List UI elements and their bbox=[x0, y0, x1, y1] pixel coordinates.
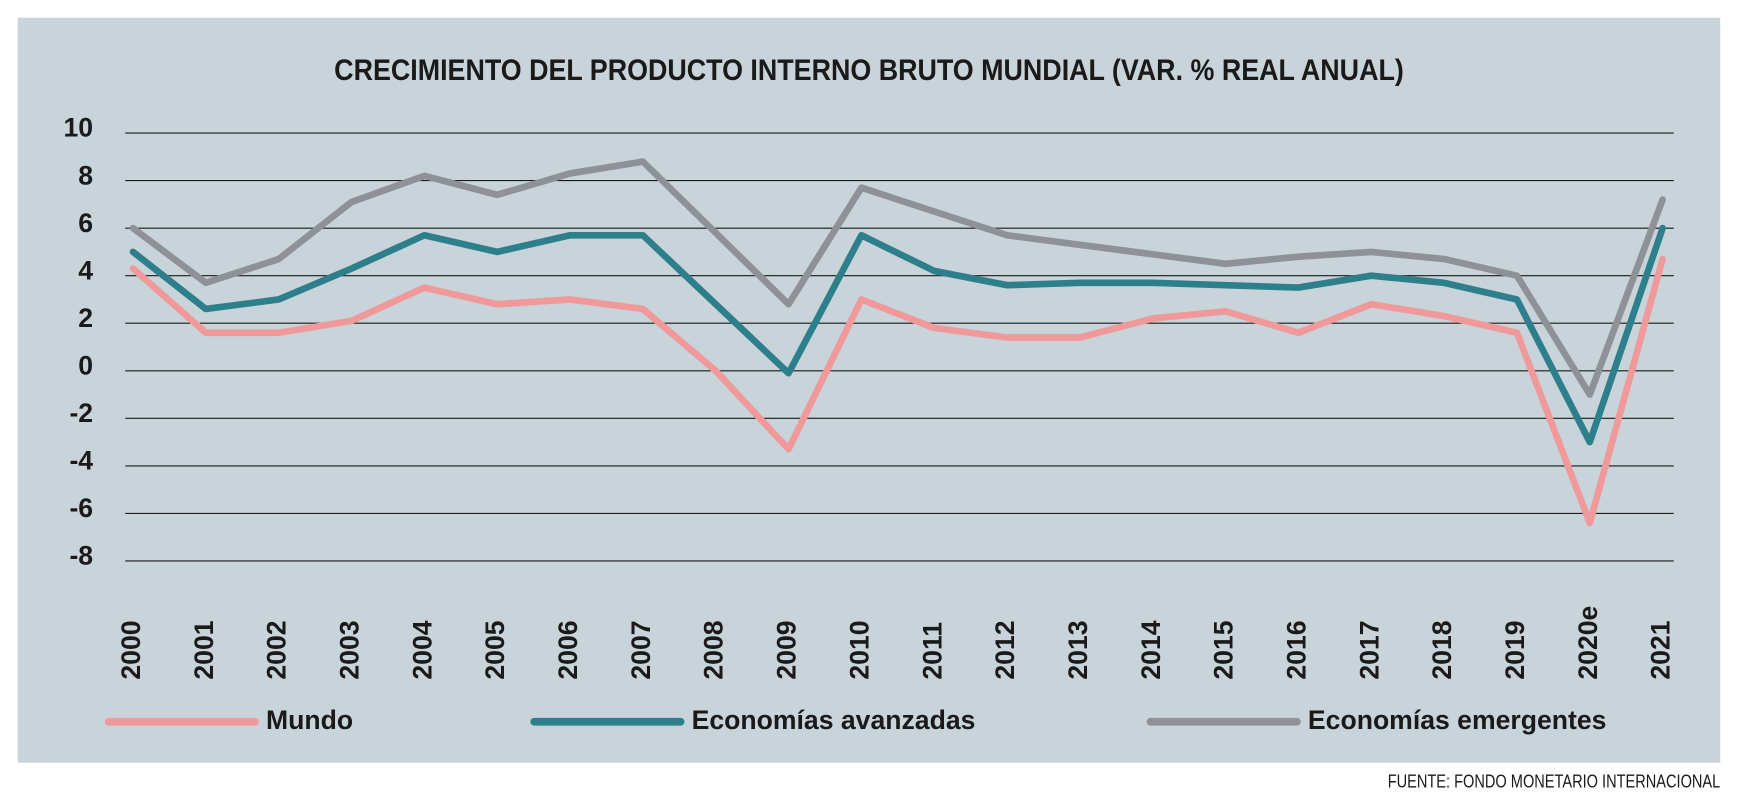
x-tick-label: 2018 bbox=[1427, 620, 1457, 679]
x-tick-label: 2002 bbox=[262, 620, 292, 679]
x-tick-label: 2000 bbox=[116, 620, 146, 679]
legend-label: Mundo bbox=[266, 705, 353, 735]
x-tick-label: 2015 bbox=[1209, 620, 1239, 679]
source-note: FUENTE: FONDO MONETARIO INTERNACIONAL bbox=[1388, 771, 1721, 792]
x-tick-label: 2001 bbox=[189, 620, 219, 679]
legend-label: Economías avanzadas bbox=[692, 705, 976, 735]
data-line bbox=[129, 224, 1666, 446]
chart-panel bbox=[17, 17, 1721, 763]
x-tick-label: 2003 bbox=[335, 620, 365, 679]
chart-title: CRECIMIENTO DEL PRODUCTO INTERNO BRUTO M… bbox=[334, 54, 1404, 87]
x-tick-label: 2004 bbox=[407, 620, 437, 679]
x-tick-label: 2010 bbox=[844, 620, 874, 679]
y-tick-label: -6 bbox=[69, 493, 93, 523]
y-tick-label: 10 bbox=[64, 113, 94, 143]
x-tick-label: 2008 bbox=[699, 620, 729, 679]
x-tick-label: 2019 bbox=[1500, 620, 1530, 679]
legend-label: Economías emergentes bbox=[1308, 705, 1607, 735]
y-tick-label: 2 bbox=[78, 303, 93, 333]
data-line bbox=[129, 255, 1666, 527]
y-tick-label: 8 bbox=[78, 160, 93, 190]
y-tick-label: 4 bbox=[78, 255, 93, 285]
x-tick-label: 2021 bbox=[1646, 620, 1676, 679]
x-tick-label: 2012 bbox=[990, 620, 1020, 679]
x-tick-label: 2007 bbox=[626, 620, 656, 679]
x-tick-label: 2017 bbox=[1354, 620, 1384, 679]
x-tick-label: 2014 bbox=[1136, 620, 1166, 679]
y-tick-label: 0 bbox=[78, 350, 93, 380]
y-tick-label: -2 bbox=[69, 398, 93, 428]
x-tick-label: 2016 bbox=[1281, 620, 1311, 679]
y-tick-label: -8 bbox=[69, 541, 93, 571]
x-tick-label: 2009 bbox=[772, 620, 802, 679]
x-tick-label: 2013 bbox=[1063, 620, 1093, 679]
x-tick-label: 2020e bbox=[1573, 606, 1603, 680]
data-line bbox=[129, 158, 1666, 398]
x-tick-label: 2011 bbox=[917, 622, 947, 680]
x-tick-label: 2006 bbox=[553, 620, 583, 679]
y-tick-label: 6 bbox=[78, 208, 93, 238]
y-tick-label: -4 bbox=[69, 446, 93, 476]
x-tick-label: 2005 bbox=[480, 620, 510, 679]
